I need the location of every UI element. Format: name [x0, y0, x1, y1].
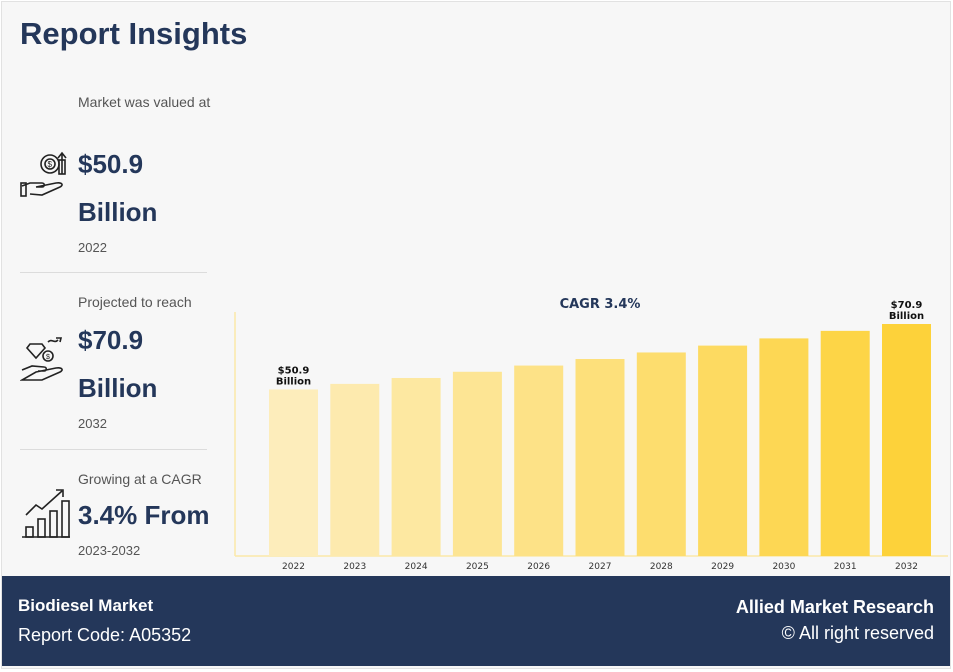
- data-label: $50.9: [278, 365, 310, 376]
- divider: [20, 449, 207, 450]
- stat-projected-value: $ Projected to reach $70.9 Billion 2032: [20, 290, 210, 440]
- x-tick-label: 2025: [466, 562, 489, 572]
- bar-2032: [882, 324, 931, 556]
- stat-market-value: $ Market was valued at $50.9 Billion 202…: [20, 90, 210, 260]
- x-tick-label: 2024: [405, 562, 428, 572]
- chart-title: CAGR 3.4%: [560, 297, 641, 312]
- stat-label: Growing at a CAGR: [78, 471, 202, 487]
- bar-2026: [514, 365, 564, 556]
- x-tick-label: 2026: [527, 562, 550, 572]
- money-hand-icon: $: [20, 151, 67, 197]
- x-tick-label: 2023: [343, 562, 366, 572]
- bar-2030: [759, 338, 809, 556]
- stat-year: 2032: [78, 416, 107, 431]
- report-code: Report Code: A05352: [18, 625, 192, 645]
- svg-text:$: $: [48, 160, 53, 169]
- copyright: © All right reserved: [781, 623, 934, 643]
- data-label: Billion: [889, 311, 924, 322]
- svg-text:$: $: [46, 354, 50, 361]
- x-tick-label: 2030: [772, 562, 795, 572]
- x-tick-label: 2028: [650, 562, 673, 572]
- stat-value: $70.9: [78, 325, 144, 355]
- stat-label: Market was valued at: [78, 94, 211, 110]
- bar-2027: [575, 359, 625, 556]
- growth-chart-icon: [22, 489, 70, 538]
- bar-2031: [820, 330, 870, 556]
- divider: [20, 272, 207, 273]
- stat-value-unit: Billion: [78, 373, 158, 403]
- data-label: Billion: [276, 376, 311, 387]
- x-tick-label: 2027: [589, 562, 612, 572]
- bar-2022: [269, 389, 318, 556]
- stat-label: Projected to reach: [78, 294, 192, 310]
- x-tick-label: 2029: [711, 562, 734, 572]
- bar-2023: [330, 383, 380, 556]
- stat-year: 2022: [78, 240, 107, 255]
- stat-value: $50.9: [78, 149, 144, 179]
- footer: Biodiesel Market Report Code: A05352 All…: [2, 576, 950, 666]
- stat-cagr: Growing at a CAGR 3.4% From 2023-2032: [20, 467, 210, 567]
- stat-value-unit: Billion: [78, 197, 158, 227]
- x-tick-label: 2022: [282, 562, 305, 572]
- bar-2025: [452, 371, 502, 556]
- market-name: Biodiesel Market: [18, 596, 154, 615]
- stat-year: 2023-2032: [78, 543, 141, 558]
- brand-name: Allied Market Research: [735, 597, 934, 617]
- bar-2029: [698, 345, 748, 556]
- page-title: Report Insights: [20, 16, 248, 51]
- x-tick-label: 2031: [834, 562, 857, 572]
- diamond-hand-icon: $: [20, 337, 63, 381]
- bar-2024: [391, 377, 441, 556]
- stat-value: 3.4% From: [78, 500, 210, 530]
- bar-2028: [636, 352, 686, 556]
- data-label: $70.9: [891, 300, 923, 311]
- x-tick-label: 2032: [895, 562, 918, 572]
